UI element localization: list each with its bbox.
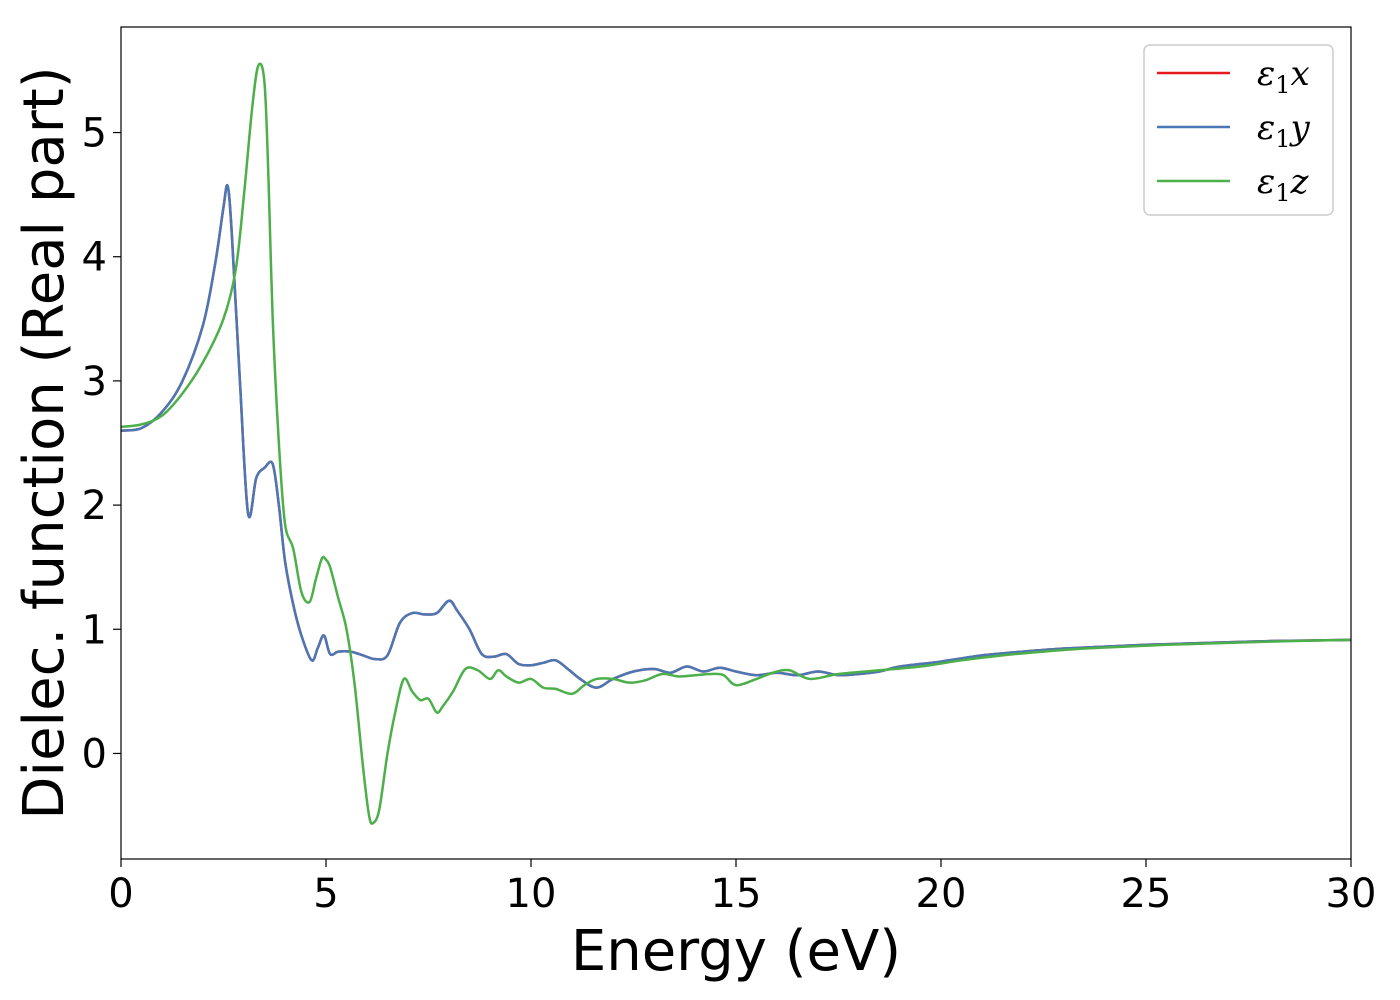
- x-axis-label: Energy (eV): [571, 919, 901, 984]
- y-axis: 0 1 2 3 4 5: [82, 111, 121, 777]
- x-tick-label: 10: [506, 871, 557, 917]
- legend-label-x: ε1x: [1257, 54, 1310, 99]
- x-tick-label: 5: [313, 871, 338, 917]
- legend-variable: x: [1291, 54, 1310, 94]
- x-tick-label: 30: [1326, 871, 1377, 917]
- series-line-z: [121, 62, 1351, 825]
- y-tick-label: 2: [82, 483, 107, 529]
- y-tick-label: 1: [82, 607, 107, 653]
- x-tick-label: 0: [108, 871, 133, 917]
- y-tick-label: 3: [82, 359, 107, 405]
- legend-label-y: ε1y: [1257, 108, 1311, 153]
- y-tick-label: 4: [82, 235, 107, 281]
- legend-subscript: 1: [1275, 71, 1290, 99]
- legend-symbol: ε: [1257, 162, 1275, 202]
- legend-subscript: 1: [1275, 125, 1290, 153]
- legend-subscript: 1: [1275, 179, 1290, 207]
- x-tick-label: 15: [711, 871, 762, 917]
- y-tick-label: 0: [82, 731, 107, 777]
- y-axis-label: Dielec. function (Real part): [12, 66, 77, 819]
- x-tick-label: 20: [916, 871, 967, 917]
- x-tick-label: 25: [1121, 871, 1172, 917]
- legend-symbol: ε: [1257, 54, 1275, 94]
- legend-symbol: ε: [1257, 108, 1275, 148]
- legend-label-z: ε1z: [1257, 162, 1310, 207]
- x-axis: 0 5 10 15 20 25 30: [108, 859, 1376, 917]
- legend-variable: y: [1289, 108, 1311, 148]
- legend-variable: z: [1290, 162, 1310, 202]
- series-layer: [121, 62, 1351, 825]
- y-tick-label: 5: [82, 111, 107, 157]
- legend-box: [1143, 44, 1334, 216]
